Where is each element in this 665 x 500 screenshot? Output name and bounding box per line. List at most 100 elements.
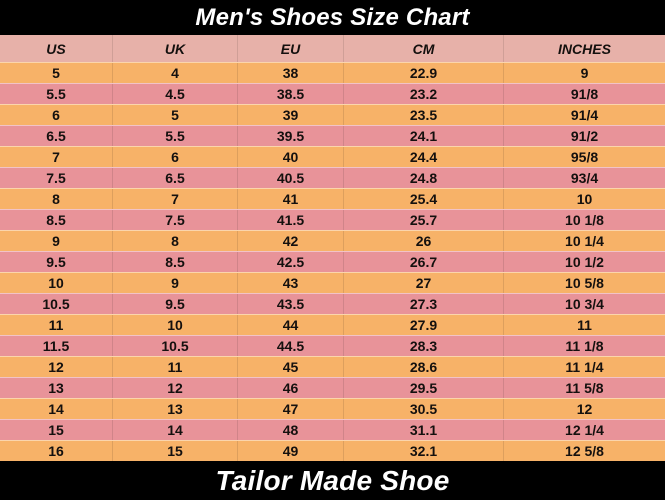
table-cell: 10 bbox=[112, 315, 237, 335]
table-row: 11.5 10.5 44.5 28.3 11 1/8 bbox=[0, 335, 665, 356]
table-cell: 27.3 bbox=[343, 294, 503, 314]
table-row: 8.5 7.5 41.5 25.7 10 1/8 bbox=[0, 209, 665, 230]
table-cell: 44 bbox=[237, 315, 343, 335]
table-cell: 15 bbox=[112, 441, 237, 461]
table-cell: 7 bbox=[52, 149, 60, 165]
table-row: 14 13 47 30.5 12 bbox=[0, 398, 665, 419]
table-cell: 6.5 bbox=[112, 168, 237, 188]
table-cell: 10 1/8 bbox=[503, 210, 665, 230]
table-cell: 12 5/8 bbox=[503, 441, 665, 461]
table-row: 9 8 42 26 10 1/4 bbox=[0, 230, 665, 251]
table-cell: 27 bbox=[343, 273, 503, 293]
table-cell: 48 bbox=[237, 420, 343, 440]
table-row: 6.5 5.5 39.5 24.1 91/2 bbox=[0, 125, 665, 146]
table-cell: 7.5 bbox=[112, 210, 237, 230]
table-cell: 31.1 bbox=[343, 420, 503, 440]
table-cell: 26.7 bbox=[343, 252, 503, 272]
table-cell: 6.5 bbox=[46, 128, 66, 144]
table-cell: 41.5 bbox=[237, 210, 343, 230]
column-header-uk: UK bbox=[112, 35, 237, 62]
table-cell: 43.5 bbox=[237, 294, 343, 314]
table-cell: 44.5 bbox=[237, 336, 343, 356]
table-cell: 25.4 bbox=[343, 189, 503, 209]
table-cell: 11 1/8 bbox=[503, 336, 665, 356]
table-cell: 42 bbox=[237, 231, 343, 251]
table-cell: 14 bbox=[48, 401, 64, 417]
table-cell: 15 bbox=[48, 422, 64, 438]
table-cell: 23.2 bbox=[343, 84, 503, 104]
table-cell: 47 bbox=[237, 399, 343, 419]
column-header-cm: CM bbox=[343, 35, 503, 62]
table-cell: 24.1 bbox=[343, 126, 503, 146]
table-cell: 13 bbox=[112, 399, 237, 419]
table-cell: 9.5 bbox=[46, 254, 66, 270]
table-row: 11 10 44 27.9 11 bbox=[0, 314, 665, 335]
table-cell: 24.8 bbox=[343, 168, 503, 188]
table-cell: 16 bbox=[48, 443, 64, 459]
table-cell: 22.9 bbox=[343, 63, 503, 83]
table-cell: 45 bbox=[237, 357, 343, 377]
table-cell: 6 bbox=[112, 147, 237, 167]
table-row: 7 6 40 24.4 95/8 bbox=[0, 146, 665, 167]
column-header-row: US UK EU CM INCHES bbox=[0, 35, 665, 62]
page-title: Men's Shoes Size Chart bbox=[195, 3, 470, 31]
column-header-us: US bbox=[46, 40, 66, 57]
table-cell: 8.5 bbox=[46, 212, 66, 228]
table-row: 9.5 8.5 42.5 26.7 10 1/2 bbox=[0, 251, 665, 272]
table-cell: 11 1/4 bbox=[503, 357, 665, 377]
table-cell: 4 bbox=[112, 63, 237, 83]
table-row: 5 4 38 22.9 9 bbox=[0, 62, 665, 83]
table-cell: 39.5 bbox=[237, 126, 343, 146]
table-cell: 27.9 bbox=[343, 315, 503, 335]
table-cell: 6 bbox=[52, 107, 60, 123]
table-cell: 7 bbox=[112, 189, 237, 209]
table-cell: 12 1/4 bbox=[503, 420, 665, 440]
table-cell: 7.5 bbox=[46, 170, 66, 186]
table-cell: 40 bbox=[237, 147, 343, 167]
table-cell: 38 bbox=[237, 63, 343, 83]
table-cell: 91/4 bbox=[503, 105, 665, 125]
table-cell: 93/4 bbox=[503, 168, 665, 188]
table-cell: 11 5/8 bbox=[503, 378, 665, 398]
table-row: 16 15 49 32.1 12 5/8 bbox=[0, 440, 665, 461]
table-cell: 25.7 bbox=[343, 210, 503, 230]
table-row: 13 12 46 29.5 11 5/8 bbox=[0, 377, 665, 398]
table-cell: 9.5 bbox=[112, 294, 237, 314]
table-cell: 23.5 bbox=[343, 105, 503, 125]
table-cell: 10 3/4 bbox=[503, 294, 665, 314]
table-cell: 28.3 bbox=[343, 336, 503, 356]
table-cell: 11.5 bbox=[42, 338, 70, 354]
table-cell: 28.6 bbox=[343, 357, 503, 377]
table-cell: 9 bbox=[503, 63, 665, 83]
table-cell: 10 5/8 bbox=[503, 273, 665, 293]
table-cell: 8.5 bbox=[112, 252, 237, 272]
table-cell: 10 1/2 bbox=[503, 252, 665, 272]
table-cell: 10.5 bbox=[42, 296, 70, 312]
table-cell: 12 bbox=[112, 378, 237, 398]
table-cell: 10 bbox=[503, 189, 665, 209]
table-cell: 39 bbox=[237, 105, 343, 125]
table-cell: 24.4 bbox=[343, 147, 503, 167]
table-cell: 26 bbox=[343, 231, 503, 251]
table-row: 6 5 39 23.5 91/4 bbox=[0, 104, 665, 125]
table-cell: 5.5 bbox=[46, 86, 66, 102]
table-row: 5.5 4.5 38.5 23.2 91/8 bbox=[0, 83, 665, 104]
column-header-inches: INCHES bbox=[503, 35, 665, 62]
table-cell: 46 bbox=[237, 378, 343, 398]
table-cell: 49 bbox=[237, 441, 343, 461]
table-cell: 29.5 bbox=[343, 378, 503, 398]
table-cell: 11 bbox=[48, 317, 64, 333]
table-cell: 10.5 bbox=[112, 336, 237, 356]
table-cell: 95/8 bbox=[503, 147, 665, 167]
table-cell: 4.5 bbox=[112, 84, 237, 104]
table-cell: 8 bbox=[112, 231, 237, 251]
table-cell: 5 bbox=[112, 105, 237, 125]
column-header-eu: EU bbox=[237, 35, 343, 62]
table-cell: 5 bbox=[52, 65, 60, 81]
table-cell: 12 bbox=[503, 399, 665, 419]
table-body: 5 4 38 22.9 9 5.5 4.5 38.5 23.2 91/8 6 5 39 23.5 91/4 6… bbox=[0, 62, 665, 461]
table-cell: 91/8 bbox=[503, 84, 665, 104]
title-bar: Men's Shoes Size Chart bbox=[0, 0, 665, 35]
table-cell: 11 bbox=[503, 315, 665, 335]
